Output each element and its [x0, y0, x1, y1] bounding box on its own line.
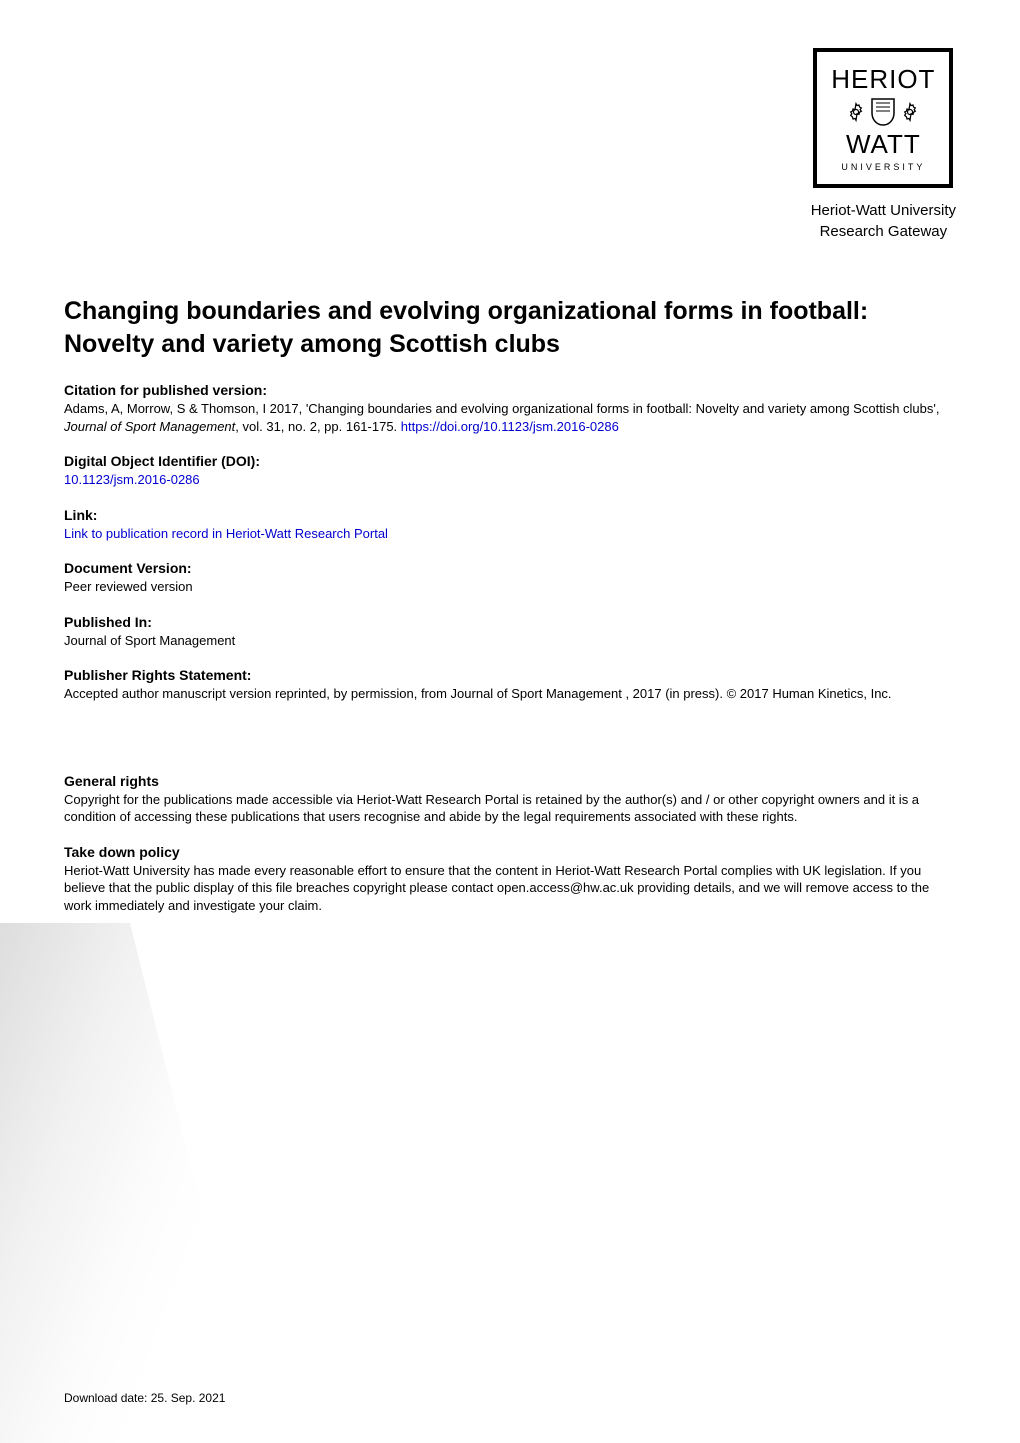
crest-icon [870, 97, 896, 127]
logo-shield: HERIOT WATT UNIVERSITY [813, 48, 953, 188]
link-body: Link to publication record in Heriot-Wat… [64, 525, 944, 543]
logo-subtitle-1: Heriot-Watt University [811, 202, 956, 219]
citation-heading: Citation for published version: [64, 382, 944, 398]
gear-icon [900, 102, 920, 122]
citation-journal-italic: Journal of Sport Management [64, 419, 235, 434]
logo-block: HERIOT WATT UNIVERSITY Heriot-Watt Unive… [811, 48, 956, 240]
logo-heriot-text: HERIOT [831, 64, 935, 95]
gear-icon [846, 102, 866, 122]
citation-body: Adams, A, Morrow, S & Thomson, I 2017, '… [64, 400, 944, 435]
doi-body: 10.1123/jsm.2016-0286 [64, 471, 944, 489]
page: HERIOT WATT UNIVERSITY Heriot-Watt Unive… [0, 0, 1020, 1443]
citation-doi-link[interactable]: https://doi.org/10.1123/jsm.2016-0286 [401, 419, 619, 434]
publisher-rights-body: Accepted author manuscript version repri… [64, 685, 944, 703]
link-heading: Link: [64, 507, 944, 523]
doi-link[interactable]: 10.1123/jsm.2016-0286 [64, 472, 200, 487]
content: Changing boundaries and evolving organiz… [64, 295, 944, 915]
doc-version-heading: Document Version: [64, 560, 944, 576]
general-rights-block: General rights Copyright for the publica… [64, 773, 944, 826]
general-rights-heading: General rights [64, 773, 944, 789]
published-in-body: Journal of Sport Management [64, 632, 944, 650]
take-down-body: Heriot-Watt University has made every re… [64, 862, 944, 915]
page-title: Changing boundaries and evolving organiz… [64, 295, 944, 360]
published-in-heading: Published In: [64, 614, 944, 630]
content-inner: Changing boundaries and evolving organiz… [64, 295, 944, 915]
publisher-rights-heading: Publisher Rights Statement: [64, 667, 944, 683]
logo-university-text: UNIVERSITY [841, 162, 925, 172]
citation-text-after: , vol. 31, no. 2, pp. 161-175. [235, 419, 401, 434]
general-rights-body: Copyright for the publications made acce… [64, 791, 944, 826]
download-date: Download date: 25. Sep. 2021 [64, 1391, 225, 1405]
logo-crest-row [846, 97, 920, 127]
logo-watt-text: WATT [846, 129, 921, 160]
doc-version-body: Peer reviewed version [64, 578, 944, 596]
logo-subtitle-2: Research Gateway [811, 223, 956, 240]
doi-heading: Digital Object Identifier (DOI): [64, 453, 944, 469]
take-down-heading: Take down policy [64, 844, 944, 860]
watermark-corner [0, 923, 260, 1443]
publication-record-link[interactable]: Link to publication record in Heriot-Wat… [64, 526, 388, 541]
citation-text-before: Adams, A, Morrow, S & Thomson, I 2017, '… [64, 401, 939, 416]
